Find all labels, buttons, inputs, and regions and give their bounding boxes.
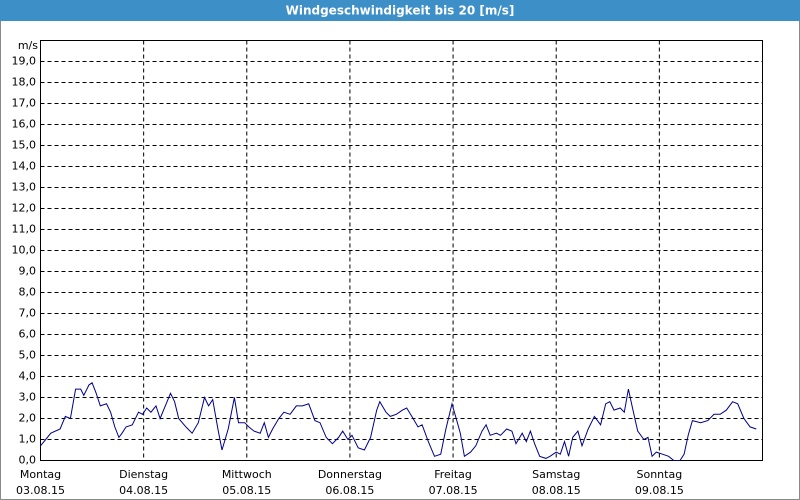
x-tick-date: 04.08.15 — [119, 484, 168, 497]
y-tick-label: 5,0 — [19, 349, 37, 362]
y-tick-label: 19,0 — [12, 55, 37, 68]
y-tick-label: 15,0 — [12, 139, 37, 152]
y-tick-label: 8,0 — [19, 286, 37, 299]
y-tick-label: 9,0 — [19, 265, 37, 278]
x-tick-date: 07.08.15 — [429, 484, 478, 497]
y-tick-label: 0,0 — [19, 454, 37, 467]
x-tick-label: Samstag — [532, 468, 580, 481]
y-tick-label: 18,0 — [12, 76, 37, 89]
y-axis-label: m/s — [18, 39, 38, 52]
y-tick-label: 7,0 — [19, 307, 37, 320]
x-tick-label: Freitag — [434, 468, 472, 481]
x-tick-label: Dienstag — [119, 468, 168, 481]
y-tick-label: 3,0 — [19, 391, 37, 404]
x-tick-label: Montag — [20, 468, 61, 481]
x-tick-label: Sonntag — [637, 468, 683, 481]
chart-title: Windgeschwindigkeit bis 20 [m/s] — [286, 4, 515, 18]
y-tick-label: 16,0 — [12, 118, 37, 131]
y-tick-label: 14,0 — [12, 160, 37, 173]
y-tick-label: 4,0 — [19, 370, 37, 383]
y-tick-label: 10,0 — [12, 244, 37, 257]
x-tick-label: Donnerstag — [318, 468, 382, 481]
y-tick-label: 12,0 — [12, 202, 37, 215]
y-tick-label: 6,0 — [19, 328, 37, 341]
y-tick-label: 11,0 — [12, 223, 37, 236]
y-tick-label: 2,0 — [19, 412, 37, 425]
y-tick-label: 17,0 — [12, 97, 37, 110]
x-tick-date: 09.08.15 — [635, 484, 684, 497]
x-tick-date: 06.08.15 — [325, 484, 374, 497]
x-tick-date: 03.08.15 — [16, 484, 65, 497]
y-tick-label: 1,0 — [19, 433, 37, 446]
y-tick-label: 13,0 — [12, 181, 37, 194]
title-bar — [0, 0, 800, 21]
x-tick-date: 05.08.15 — [222, 484, 271, 497]
x-tick-date: 08.08.15 — [532, 484, 581, 497]
x-tick-label: Mittwoch — [222, 468, 272, 481]
wind-line — [40, 382, 757, 461]
